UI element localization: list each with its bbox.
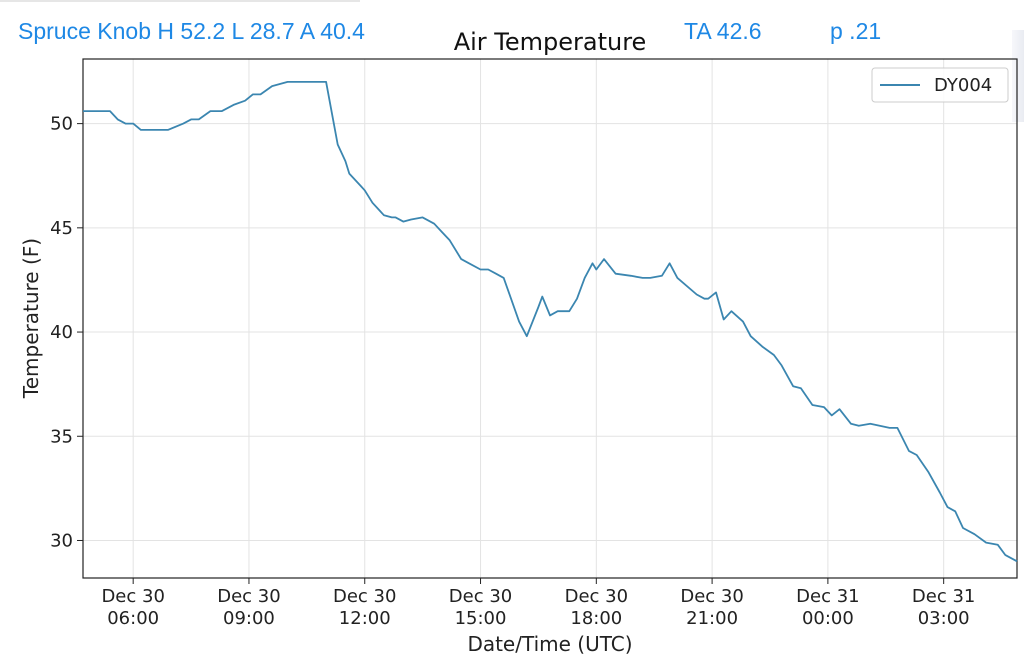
chart-title: Air Temperature	[454, 28, 647, 56]
y-axis-label: Temperature (F)	[19, 238, 43, 399]
x-tick-label-date: Dec 30	[449, 586, 512, 607]
precip-readout: p .21	[830, 18, 882, 44]
x-tick-label-time: 00:00	[802, 608, 854, 629]
scrollbar-edge[interactable]	[1012, 30, 1024, 122]
ta-readout: TA 42.6	[684, 18, 762, 44]
station-summary: Spruce Knob H 52.2 L 28.7 A 40.4	[18, 18, 365, 44]
plot-frame	[82, 58, 1018, 579]
x-tick-label-time: 06:00	[107, 608, 159, 629]
y-tick-label: 35	[50, 426, 73, 447]
grid-lines	[83, 59, 1017, 578]
legend: DY004	[871, 67, 1009, 103]
x-tick-label-time: 12:00	[339, 608, 391, 629]
series-layer	[83, 81, 1018, 563]
x-tick-label-time: 21:00	[686, 608, 738, 629]
y-tick-label: 45	[50, 218, 73, 239]
legend-label: DY004	[934, 75, 992, 96]
x-tick-label-date: Dec 30	[565, 586, 628, 607]
x-tick-label-time: 03:00	[918, 608, 970, 629]
x-tick-label-time: 18:00	[570, 608, 622, 629]
x-tick-label-date: Dec 30	[101, 586, 164, 607]
x-axis-label: Date/Time (UTC)	[467, 632, 632, 656]
x-tick-label-time: 15:00	[455, 608, 507, 629]
x-tick-label-date: Dec 31	[796, 586, 859, 607]
y-tick-label: 50	[50, 114, 73, 135]
y-tick-label: 40	[50, 322, 73, 343]
x-tick-label-date: Dec 30	[333, 586, 396, 607]
x-tick-label-date: Dec 31	[912, 586, 975, 607]
legend-box	[871, 67, 1009, 103]
top-divider	[0, 0, 360, 2]
x-tick-label-date: Dec 30	[680, 586, 743, 607]
x-tick-label-date: Dec 30	[217, 586, 280, 607]
series-line-dy004	[83, 81, 1018, 563]
x-tick-label-time: 09:00	[223, 608, 275, 629]
y-tick-label: 30	[50, 530, 73, 551]
